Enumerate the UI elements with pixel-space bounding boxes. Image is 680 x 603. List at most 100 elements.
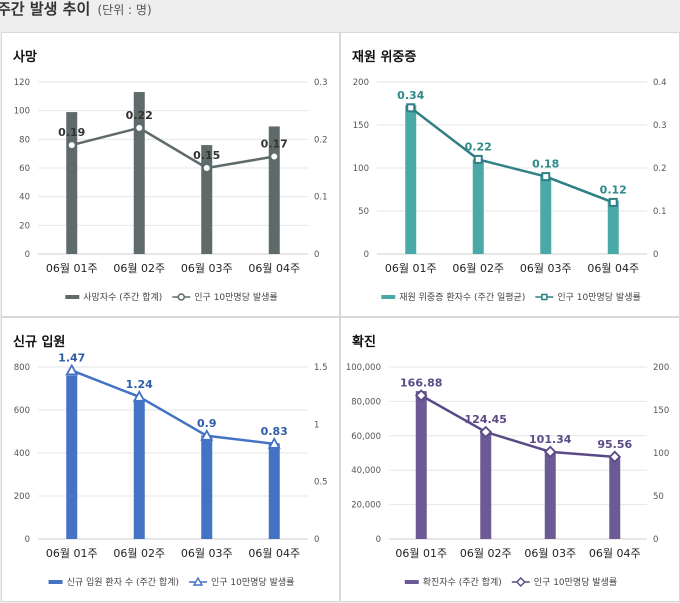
bar: [201, 145, 213, 254]
data-label: 0.17: [261, 138, 288, 151]
legend-bar-label: 사망자수 (주간 합계): [83, 291, 162, 303]
y-tick-label: 400: [14, 449, 30, 459]
line-point: [66, 140, 77, 151]
bar: [133, 401, 145, 539]
line-point: [132, 389, 146, 402]
data-label: 0.83: [261, 425, 288, 438]
bar: [607, 200, 619, 254]
y2-tick-label: 200: [653, 363, 669, 373]
bar: [268, 443, 280, 539]
chart-title: 확진: [352, 335, 376, 350]
x-tick-label: 06월 02주: [452, 262, 504, 275]
y-tick-label: 80,000: [351, 397, 381, 407]
y-tick-label: 100: [353, 164, 369, 174]
y-tick-label: 40,000: [351, 466, 381, 476]
y2-tick-label: 150: [653, 406, 669, 416]
rate-line: [409, 106, 614, 204]
x-tick-label: 06월 02주: [113, 262, 165, 275]
legend-bar-swatch: [381, 295, 396, 299]
line-point: [608, 450, 622, 464]
y-tick-label: 40: [19, 193, 30, 203]
legend-bar-swatch: [404, 580, 419, 584]
bar: [201, 435, 213, 539]
y-tick-label: 20: [19, 221, 30, 231]
y-tick-label: 800: [14, 363, 30, 373]
x-tick-label: 06월 03주: [181, 547, 233, 560]
y-tick-label: 0: [364, 250, 369, 260]
x-tick-label: 06월 02주: [113, 547, 165, 560]
unit-note: (단위 : 명): [97, 3, 152, 17]
line-point: [406, 103, 416, 113]
line-point: [134, 122, 145, 133]
legend-bar-swatch: [65, 295, 80, 299]
page-header: 주간 발생 추이 (단위 : 명): [0, 0, 680, 28]
legend-line-label: 인구 10만명당 발생률: [534, 577, 617, 588]
chart-panel-critical: 재원 위중증 0 50 100 150 200 0 0.1 0.2 0.3 0.4 0.34 0.22…: [340, 32, 680, 317]
x-tick-label: 06월 03주: [524, 547, 576, 560]
data-label: 1.47: [58, 351, 85, 364]
y-tick-label: 0: [25, 535, 30, 545]
data-label: 0.22: [126, 109, 153, 122]
bar: [472, 159, 484, 254]
y2-tick-label: 0: [314, 250, 319, 260]
data-label: 0.15: [193, 149, 220, 162]
line-point: [541, 172, 551, 182]
x-tick-label: 06월 03주: [520, 262, 572, 275]
y2-tick-label: 0.1: [653, 207, 667, 217]
data-label: 0.12: [600, 183, 627, 196]
chart-title: 신규 입원: [13, 335, 66, 350]
y-tick-label: 0: [376, 535, 381, 545]
x-tick-label: 06월 02주: [460, 547, 512, 560]
x-tick-label: 06월 04주: [589, 547, 641, 560]
data-label: 0.34: [397, 89, 424, 102]
legend-line-marker: [541, 293, 548, 301]
x-tick-label: 06월 01주: [46, 547, 98, 560]
page-title-text: 주간 발생 추이: [0, 0, 91, 18]
line-point: [65, 363, 79, 376]
rate-line: [71, 369, 275, 446]
bar: [480, 430, 492, 539]
page-title: 주간 발생 추이 (단위 : 명): [0, 0, 152, 19]
legend-bar-label: 신규 입원 환자 수 (주간 합계): [67, 576, 179, 588]
bar: [405, 105, 417, 254]
chart-title: 사망: [13, 50, 37, 65]
legend-line-marker: [192, 576, 204, 586]
line-point: [479, 425, 493, 439]
legend-line-marker: [515, 577, 526, 587]
bar: [544, 451, 556, 539]
line-point: [200, 428, 214, 441]
y2-tick-label: 0.2: [653, 164, 667, 174]
chart-panel-confirmed: 확진 0 20,000 40,000 60,000 80,000 100,000 0 50 10…: [340, 317, 680, 602]
y2-tick-label: 0: [653, 250, 658, 260]
y-tick-label: 20,000: [351, 501, 381, 511]
data-label: 0.18: [532, 158, 559, 171]
bar: [268, 126, 280, 254]
data-label: 1.24: [126, 378, 153, 391]
legend-bar-swatch: [48, 580, 63, 584]
x-tick-label: 06월 04주: [248, 547, 300, 560]
y2-tick-label: 0.2: [314, 135, 328, 145]
line-point: [543, 445, 557, 459]
bar: [66, 375, 78, 539]
y-tick-label: 80: [19, 135, 30, 145]
y2-tick-label: 100: [653, 449, 669, 459]
line-point: [269, 151, 280, 162]
data-label: 95.56: [597, 438, 632, 451]
y-tick-label: 60: [19, 164, 30, 174]
y2-tick-label: 1: [314, 420, 319, 430]
legend-line-label: 인구 10만명당 발생률: [557, 292, 640, 303]
data-label: 101.34: [529, 433, 572, 446]
rate-line: [71, 126, 275, 170]
rate-line: [420, 394, 615, 459]
y2-tick-label: 0.1: [314, 193, 328, 203]
y2-tick-label: 0.3: [314, 78, 328, 88]
bar: [415, 391, 427, 539]
y-tick-label: 0: [25, 250, 30, 260]
line-point: [473, 154, 483, 164]
x-tick-label: 06월 01주: [46, 262, 98, 275]
x-tick-label: 06월 04주: [248, 262, 300, 275]
x-tick-label: 06월 01주: [385, 262, 437, 275]
chart-svg: 0 50 100 150 200 0 0.1 0.2 0.3 0.4 0.34 0.22 0.18 0.1…: [353, 78, 667, 303]
data-label: 166.88: [400, 376, 442, 389]
y2-tick-label: 0.4: [653, 78, 667, 88]
